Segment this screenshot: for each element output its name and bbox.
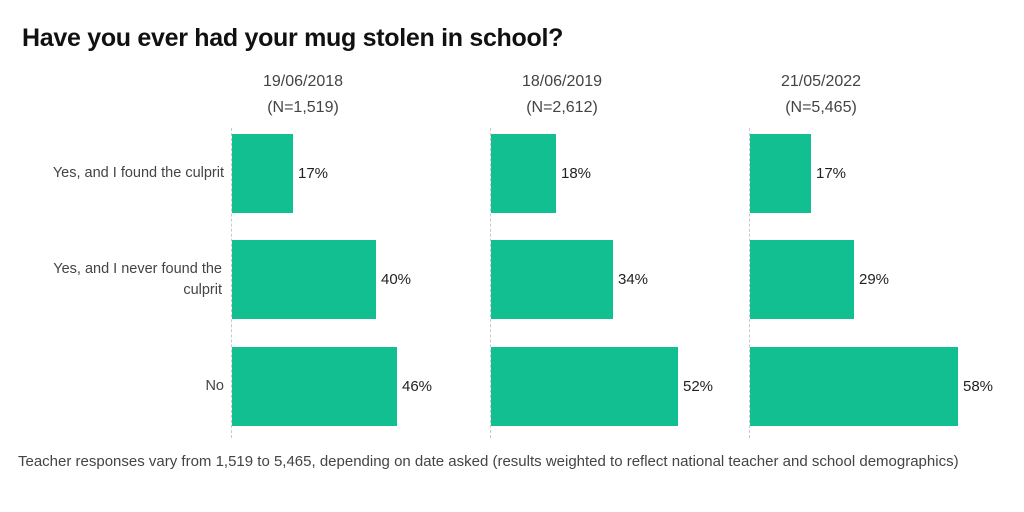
bar bbox=[232, 240, 376, 319]
category-label: No bbox=[205, 378, 224, 394]
data-label: 17% bbox=[816, 164, 847, 182]
panel-date: 21/05/2022 bbox=[780, 73, 862, 90]
data-label: 58% bbox=[963, 377, 994, 395]
bar bbox=[232, 347, 397, 426]
footnote: Teacher responses vary from 1,519 to 5,4… bbox=[18, 453, 959, 470]
bar bbox=[750, 347, 958, 426]
panel-axis-line bbox=[231, 128, 232, 438]
panel-date: 19/06/2018 bbox=[262, 73, 344, 90]
category-label: Yes, and I found the culprit bbox=[52, 165, 224, 181]
bar bbox=[491, 240, 613, 319]
bar bbox=[491, 347, 678, 426]
bar bbox=[750, 240, 854, 319]
data-label: 29% bbox=[859, 270, 890, 288]
bar bbox=[750, 134, 811, 213]
panel-sample-size: (N=5,465) bbox=[785, 99, 857, 116]
data-label: 18% bbox=[561, 164, 592, 182]
bar bbox=[491, 134, 556, 213]
data-label: 17% bbox=[298, 164, 329, 182]
panel-sample-size: (N=2,612) bbox=[526, 99, 598, 116]
data-label: 40% bbox=[381, 270, 412, 288]
data-label: 34% bbox=[618, 270, 649, 288]
panel-axis-line bbox=[490, 128, 491, 438]
panel-date: 18/06/2019 bbox=[521, 73, 603, 90]
panel-axis-line bbox=[749, 128, 750, 438]
bar bbox=[232, 134, 293, 213]
chart-title: Have you ever had your mug stolen in sch… bbox=[22, 24, 564, 52]
panel-sample-size: (N=1,519) bbox=[267, 99, 339, 116]
data-label: 52% bbox=[683, 377, 714, 395]
data-label: 46% bbox=[402, 377, 433, 395]
category-label: Yes, and I never found the culprit bbox=[53, 260, 222, 298]
